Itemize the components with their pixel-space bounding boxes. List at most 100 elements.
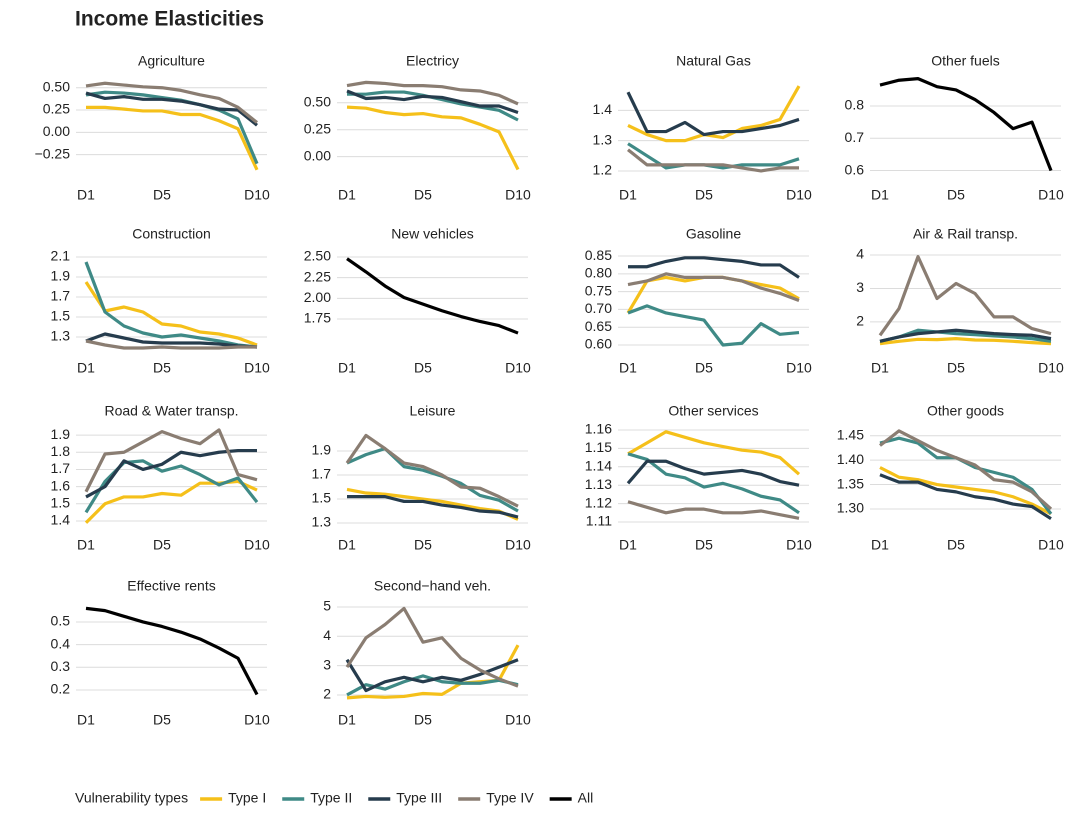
x-tick-label: D10 [244, 360, 270, 376]
x-tick-label: D10 [505, 537, 531, 553]
series-line [879, 77, 1053, 172]
x-tick-label: D5 [153, 537, 171, 553]
x-tick-label: D5 [947, 360, 965, 376]
x-tick-label: D10 [505, 712, 531, 728]
x-tick-label: D10 [786, 537, 812, 553]
x-tick-label: D5 [414, 537, 432, 553]
y-tick-label: 0.00 [43, 123, 70, 139]
y-tick-label: 0.50 [43, 78, 70, 94]
panel-title: Electricy [406, 53, 459, 69]
y-tick-label: 2 [856, 313, 864, 329]
panel-title: Construction [132, 226, 211, 242]
x-tick-label: D1 [338, 187, 356, 203]
series-line [879, 328, 1052, 343]
y-tick-label: 1.7 [312, 466, 332, 482]
series-line [627, 500, 800, 520]
x-tick-label: D5 [695, 537, 713, 553]
series-line [626, 459, 800, 487]
x-tick-label: D10 [505, 187, 531, 203]
series-line [347, 495, 519, 519]
y-tick-label: 2.00 [304, 289, 331, 305]
y-tick-label: 0.50 [304, 94, 331, 110]
series-line [879, 466, 1052, 516]
x-tick-label: D10 [244, 537, 270, 553]
x-tick-label: D1 [77, 537, 95, 553]
y-tick-label: 3 [323, 656, 331, 672]
y-tick-label: 1.7 [51, 460, 71, 476]
y-tick-label: 1.9 [51, 268, 71, 284]
series-line [878, 255, 1052, 337]
y-tick-label: 0.75 [585, 282, 612, 298]
series-line [627, 304, 800, 347]
x-tick-label: D1 [619, 537, 637, 553]
y-tick-label: 2.50 [304, 248, 331, 264]
legend-label: Type III [396, 790, 442, 806]
y-tick-label: 1.16 [585, 421, 612, 437]
y-tick-label: −0.25 [35, 145, 71, 161]
panel-title: Agriculture [138, 53, 205, 69]
y-tick-label: 0.65 [585, 318, 612, 334]
y-tick-label: 1.3 [312, 514, 332, 530]
y-tick-label: 1.30 [837, 500, 864, 516]
y-tick-label: 2.25 [304, 268, 331, 284]
legend-label: All [578, 790, 594, 806]
series-line [627, 452, 800, 515]
series-line [84, 479, 258, 524]
x-tick-label: D1 [619, 360, 637, 376]
series-line [627, 272, 800, 303]
series-line [84, 261, 258, 349]
series-line [85, 91, 258, 127]
y-tick-label: 0.4 [51, 635, 71, 651]
y-tick-label: 1.4 [51, 512, 71, 528]
series-line [879, 337, 1052, 346]
y-tick-label: 1.35 [837, 475, 864, 491]
x-tick-label: D10 [244, 712, 270, 728]
x-tick-label: D1 [77, 187, 95, 203]
x-tick-label: D1 [338, 712, 356, 728]
x-tick-label: D10 [1038, 360, 1064, 376]
x-tick-label: D5 [947, 537, 965, 553]
panel-title: New vehicles [391, 226, 473, 242]
x-tick-label: D5 [414, 712, 432, 728]
panel-title: Other services [668, 403, 758, 419]
panel-title: Effective rents [127, 578, 215, 594]
series-line [346, 105, 520, 171]
legend-title: Vulnerability types [75, 790, 188, 806]
legend-label: Type II [310, 790, 352, 806]
series-line [346, 644, 520, 700]
x-tick-label: D10 [786, 187, 812, 203]
y-tick-label: 1.9 [312, 442, 332, 458]
panel-title: Other fuels [931, 53, 999, 69]
x-tick-label: D5 [153, 187, 171, 203]
y-tick-label: 1.3 [51, 328, 71, 344]
x-tick-label: D10 [1038, 187, 1064, 203]
y-tick-label: 0.60 [585, 336, 612, 352]
y-tick-label: 0.3 [51, 658, 71, 674]
series-line [627, 85, 801, 143]
panel-title: Leisure [410, 403, 456, 419]
y-tick-label: 0.2 [51, 681, 71, 697]
y-tick-label: 1.5 [312, 490, 332, 506]
y-tick-label: 1.4 [593, 101, 613, 117]
y-tick-label: 1.8 [51, 443, 71, 459]
y-tick-label: 0.6 [845, 161, 865, 177]
series-line [628, 256, 800, 279]
y-tick-label: 0.8 [845, 97, 865, 113]
series-line [346, 447, 519, 513]
y-tick-label: 1.14 [585, 457, 612, 473]
y-tick-label: 1.5 [51, 308, 71, 324]
series-line [85, 339, 257, 350]
series-line [345, 658, 519, 693]
series-line [345, 606, 519, 688]
y-tick-label: 1.15 [585, 439, 612, 455]
x-tick-label: D1 [338, 537, 356, 553]
x-tick-label: D10 [505, 360, 531, 376]
panel-title: Other goods [927, 403, 1004, 419]
series-line [346, 257, 519, 335]
y-tick-label: 1.9 [51, 426, 71, 442]
series-line [86, 105, 259, 171]
x-tick-label: D1 [338, 360, 356, 376]
series-line [85, 332, 258, 349]
y-tick-label: 0.25 [43, 101, 70, 117]
